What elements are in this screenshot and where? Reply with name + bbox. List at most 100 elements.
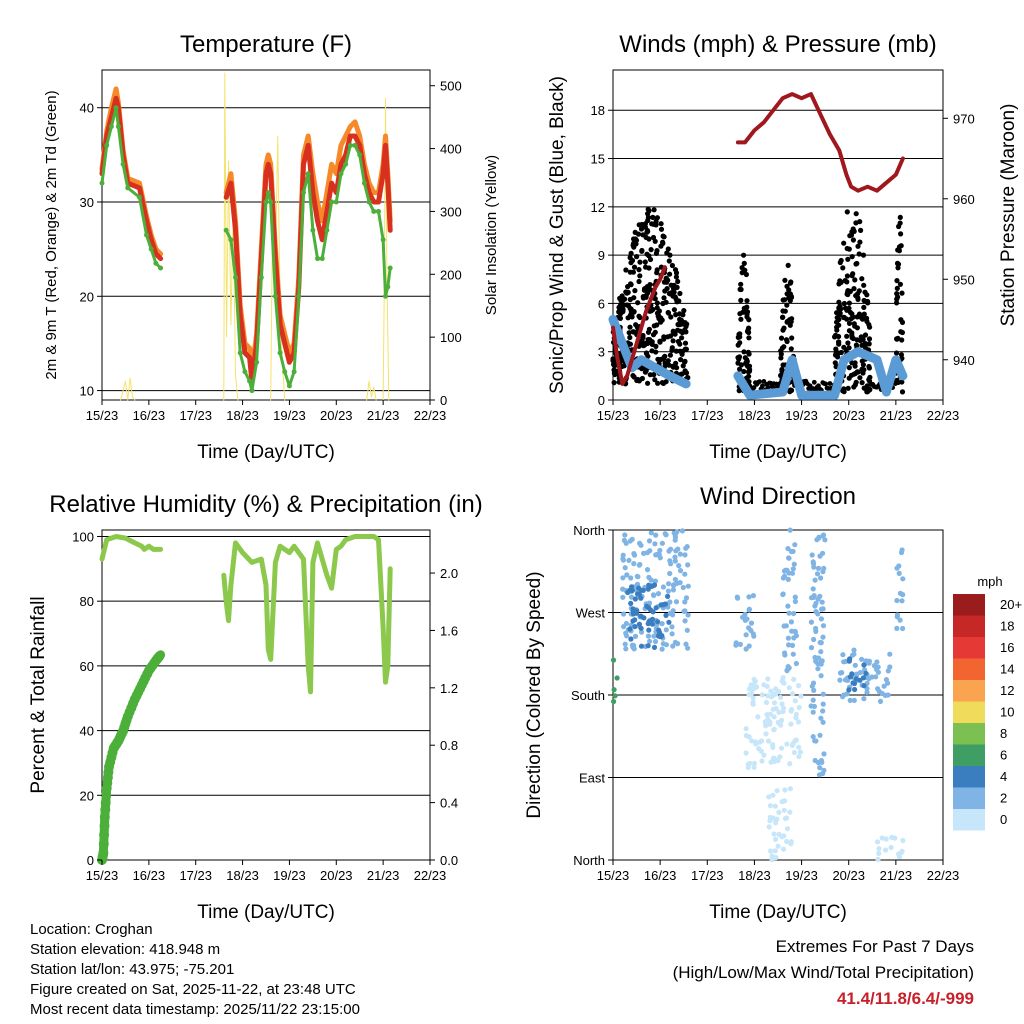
direction-point [773, 686, 779, 692]
rainfall-point [101, 790, 112, 801]
direction-point [673, 599, 680, 605]
gust-point [857, 375, 863, 381]
direction-point [769, 853, 775, 859]
gust-point [858, 334, 864, 340]
gust-point [837, 259, 843, 266]
direction-point [650, 592, 657, 598]
x-tick-label: 22/23 [414, 868, 447, 883]
direction-point [667, 610, 673, 617]
direction-point [676, 563, 682, 569]
direction-point [767, 721, 773, 727]
gust-point [841, 389, 847, 395]
direction-point [850, 680, 856, 686]
y-tick-label: 20 [80, 788, 94, 803]
extremes-values: 41.4/11.8/6.4/-999 [836, 989, 974, 1008]
direction-point [812, 757, 818, 764]
dewpoint-point [104, 142, 110, 148]
gust-point [636, 278, 642, 285]
gust-point [668, 333, 674, 339]
legend-label: 10 [1000, 705, 1014, 720]
x-tick-label: 21/23 [880, 868, 913, 883]
gust-point [782, 277, 788, 283]
temperature-frame [101, 69, 431, 401]
direction-point [750, 701, 756, 707]
direction-point [743, 646, 749, 652]
x-tick-label: 17/23 [179, 408, 212, 423]
gust-point [863, 386, 869, 392]
direction-point [786, 555, 792, 561]
direction-point [788, 548, 795, 555]
gust-point [849, 332, 855, 338]
direction-point [818, 575, 824, 581]
gust-point [640, 295, 647, 301]
direction-point [792, 542, 798, 548]
direction-point [820, 701, 826, 707]
dewpoint-point [115, 124, 121, 130]
gust-point [848, 232, 855, 238]
direction-point [817, 639, 823, 646]
gust-point [866, 341, 872, 347]
gust-point [746, 317, 752, 323]
direction-point [883, 677, 890, 683]
gust-point [738, 286, 744, 293]
gust-point [787, 291, 793, 297]
dewpoint-point [263, 199, 269, 205]
gust-point [667, 352, 674, 358]
direction-point [767, 711, 774, 717]
direction-point [791, 561, 797, 567]
humidity-panel: Relative Humidity (%) & Precipitation (i… [28, 491, 483, 923]
direction-point [772, 848, 778, 854]
gust-point [738, 362, 745, 368]
direction-title: Wind Direction [700, 483, 856, 510]
direction-point [772, 803, 778, 809]
gust-point [854, 314, 860, 320]
direction-point [820, 623, 827, 629]
gust-point [649, 348, 655, 354]
gust-point [751, 385, 757, 390]
direction-point [896, 570, 902, 577]
series-pressure [611, 265, 667, 386]
rainfall-point [100, 797, 111, 808]
gust-point [851, 321, 857, 327]
direction-point [789, 706, 795, 713]
direction-point [651, 633, 657, 639]
gust-point [862, 332, 869, 338]
y-tick-label: 0 [598, 393, 605, 408]
x-tick-label: 18/23 [738, 868, 771, 883]
direction-point [751, 676, 757, 682]
gust-point [642, 369, 649, 375]
direction-point [748, 620, 755, 626]
gust-point [631, 236, 637, 242]
created-text: Figure created on Sat, 2025-11-22, at 23… [30, 981, 356, 998]
direction-point [796, 744, 802, 750]
dewpoint-point [242, 369, 248, 375]
gust-point [677, 311, 683, 317]
direction-point [759, 692, 765, 698]
direction-point [677, 551, 683, 557]
direction-point [861, 696, 867, 702]
gust-point [788, 279, 794, 285]
dewpoint-point [291, 369, 297, 375]
gust-point [664, 279, 670, 285]
y-tick-label: 60 [80, 659, 94, 674]
direction-point [851, 647, 857, 653]
direction-point [665, 588, 672, 594]
direction-point [863, 658, 869, 664]
gust-point [846, 328, 853, 334]
gust-point [677, 290, 683, 297]
direction-point [771, 700, 778, 706]
direction-point [851, 697, 857, 704]
direction-point [750, 695, 756, 701]
direction-point [780, 675, 786, 681]
dewpoint-point [136, 194, 142, 200]
direction-point [869, 674, 875, 680]
gust-point [637, 273, 643, 279]
direction-point [651, 644, 658, 651]
direction-point [763, 731, 769, 737]
y2-tick-label: 950 [953, 272, 975, 287]
gust-point [845, 385, 851, 391]
direction-point [660, 584, 667, 590]
gust-point [658, 315, 664, 321]
y-tick-label: 10 [80, 384, 94, 399]
gust-point [783, 337, 790, 343]
